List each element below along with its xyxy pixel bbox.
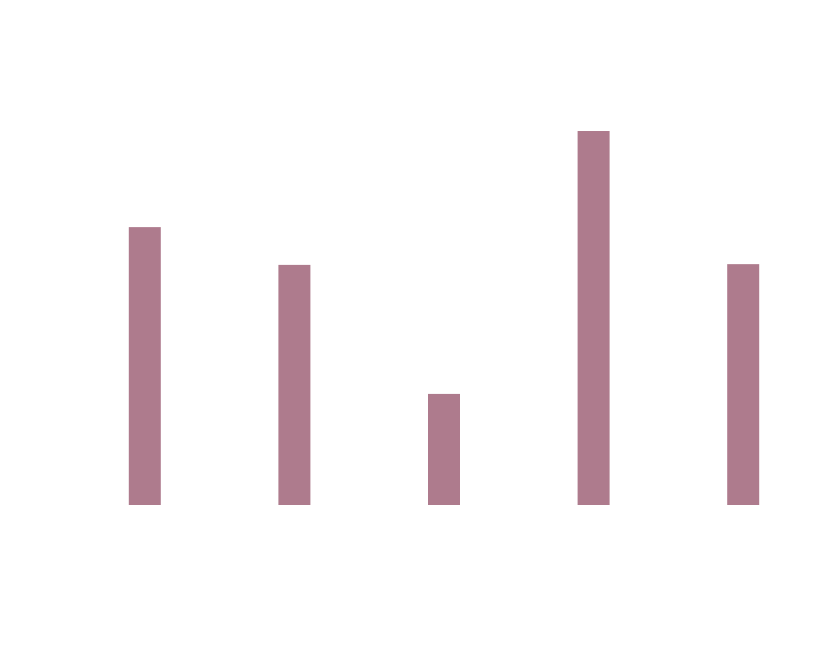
bar-5: [727, 264, 760, 505]
bar-1: [128, 227, 161, 506]
bar-4: [577, 131, 610, 505]
bar-2: [278, 264, 311, 505]
bar-3: [428, 393, 460, 505]
bars-group: [128, 131, 760, 506]
